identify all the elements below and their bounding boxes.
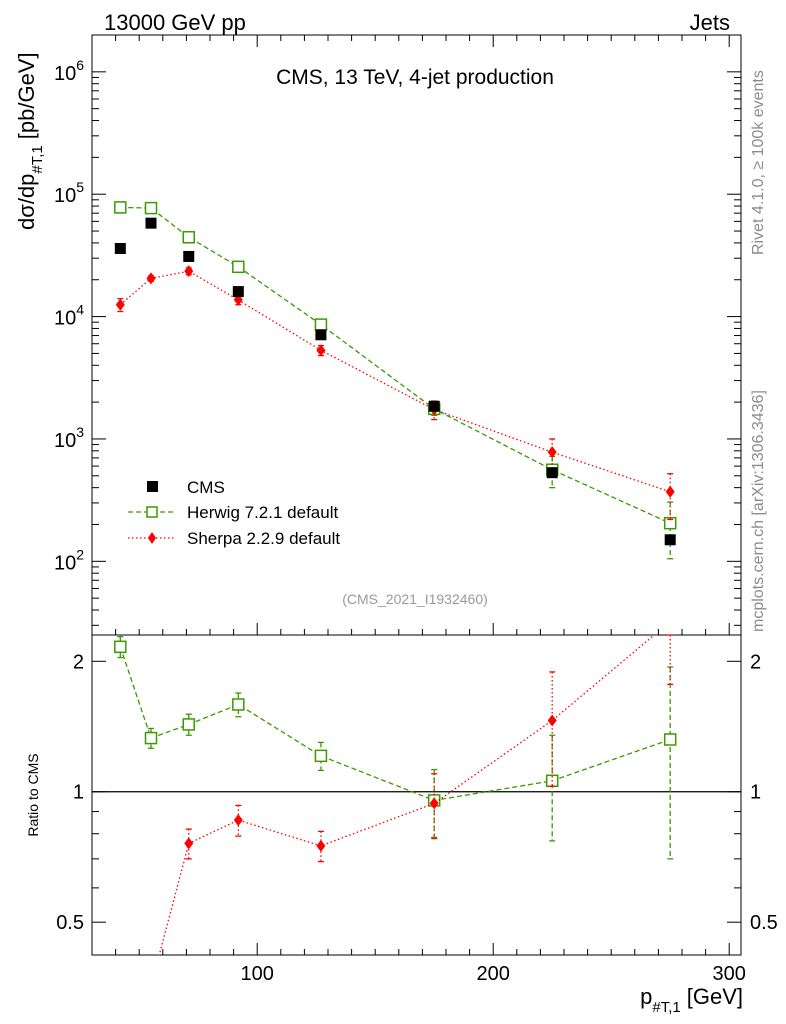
x-axis-label: p#T,1 [GeV] bbox=[640, 984, 743, 1016]
herwig-point bbox=[314, 318, 328, 331]
ratio-herwig-point bbox=[663, 733, 677, 746]
legend-sherpa-marker bbox=[148, 532, 156, 544]
sherpa-point bbox=[115, 298, 125, 311]
ratio-frame bbox=[91, 634, 742, 956]
x-tick-label: 100 bbox=[241, 963, 274, 985]
ratio-herwig-point bbox=[314, 749, 328, 763]
main-y-tick-label: 104 bbox=[54, 302, 84, 330]
legend-cms-label: CMS bbox=[187, 478, 225, 497]
main-y-tick-label: 105 bbox=[54, 179, 84, 207]
sherpa-line bbox=[119, 270, 671, 493]
ratio-ticks bbox=[92, 660, 741, 923]
ratio-sherpa-point bbox=[429, 797, 439, 810]
main-y-tick-label: 102 bbox=[54, 546, 84, 574]
ratio-y-axis-label: Ratio to CMS bbox=[25, 753, 41, 836]
ratio-herwig-point bbox=[144, 731, 158, 745]
ratio-sherpa-point bbox=[184, 837, 194, 850]
herwig-point bbox=[663, 516, 677, 530]
main-y-tick-label: 103 bbox=[54, 424, 84, 452]
cms-point bbox=[232, 286, 244, 298]
main-y-label-sub: #T,1 bbox=[29, 145, 46, 173]
legend-herwig-label: Herwig 7.2.1 default bbox=[187, 503, 338, 522]
ratio-series bbox=[114, 634, 677, 955]
ratio-panel: 0.5 0.5 1 1 2 2 100 200 300 Ratio to CMS p#T,1 [G… bbox=[25, 634, 778, 1016]
main-series bbox=[114, 201, 677, 560]
main-y-tick-labels: 102 103 104 105 106 bbox=[54, 57, 84, 574]
main-y-label-main: dσ/dp bbox=[14, 174, 39, 230]
cms-point bbox=[183, 250, 195, 262]
main-panel: CMS, 13 TeV, 4-jet production (CMS_2021_… bbox=[14, 34, 742, 955]
ratio-herwig-point bbox=[232, 698, 245, 711]
main-y-label-unit: [pb/GeV] bbox=[14, 52, 39, 139]
ratio-sherpa-line bbox=[158, 635, 656, 955]
x-label-main: p bbox=[640, 984, 652, 1009]
legend-cms-marker bbox=[147, 481, 158, 492]
x-tick-label: 300 bbox=[713, 963, 746, 985]
x-label-unit: [GeV] bbox=[687, 984, 743, 1009]
legend-sherpa-label: Sherpa 2.2.9 default bbox=[187, 529, 340, 548]
ratio-sherpa-point bbox=[233, 814, 243, 827]
ratio-y-tick-label-right: 2 bbox=[750, 651, 761, 673]
header-right: Jets bbox=[690, 10, 730, 35]
rivet-label: Rivet 4.1.0, ≥ 100k events bbox=[750, 70, 767, 255]
sherpa-point bbox=[316, 344, 326, 357]
herwig-point bbox=[232, 260, 245, 274]
ratio-sherpa-point bbox=[316, 839, 326, 852]
cms-point bbox=[546, 467, 558, 479]
mcplots-label: mcplots.cern.ch [arXiv:1306.3436] bbox=[750, 390, 767, 632]
herwig-point bbox=[144, 201, 158, 215]
ratio-y-tick-label: 0.5 bbox=[56, 912, 84, 934]
main-title: CMS, 13 TeV, 4-jet production bbox=[276, 66, 554, 89]
cms-point bbox=[145, 217, 157, 229]
ratio-herwig-point bbox=[182, 718, 196, 731]
ratio-y-tick-label-right: 0.5 bbox=[750, 912, 778, 934]
sherpa-point bbox=[184, 265, 194, 278]
cms-point bbox=[428, 400, 440, 412]
ratio-herwig-point bbox=[114, 640, 127, 654]
main-y-axis-label: dσ/dp#T,1 [pb/GeV] bbox=[14, 52, 46, 230]
legend: CMS Herwig 7.2.1 default Sherpa 2.2.9 de… bbox=[128, 478, 340, 548]
ratio-tick-labels: 0.5 0.5 1 1 2 2 100 200 300 bbox=[56, 651, 778, 985]
ratio-y-tick-label: 1 bbox=[73, 782, 84, 804]
ratio-y-tick-label-right: 1 bbox=[750, 782, 761, 804]
sherpa-point bbox=[547, 446, 557, 459]
ratio-herwig-line bbox=[119, 646, 671, 802]
herwig-point bbox=[114, 201, 127, 214]
ratio-y-tick-label: 2 bbox=[73, 651, 84, 673]
sherpa-point bbox=[146, 272, 156, 285]
main-y-tick-label: 106 bbox=[54, 57, 84, 85]
herwig-line bbox=[120, 206, 671, 524]
ratio-sherpa-point bbox=[547, 714, 557, 727]
cms-point bbox=[114, 243, 126, 255]
cms-point bbox=[664, 534, 676, 546]
herwig-point bbox=[182, 230, 196, 244]
x-tick-label: 200 bbox=[477, 963, 510, 985]
main-ticks bbox=[92, 34, 741, 955]
header-left: 13000 GeV pp bbox=[104, 10, 246, 35]
sherpa-point bbox=[665, 485, 675, 498]
x-label-sub: #T,1 bbox=[652, 999, 680, 1016]
cms-point bbox=[315, 329, 327, 341]
watermark: (CMS_2021_I1932460) bbox=[342, 591, 488, 607]
legend-herwig-marker bbox=[146, 506, 158, 518]
